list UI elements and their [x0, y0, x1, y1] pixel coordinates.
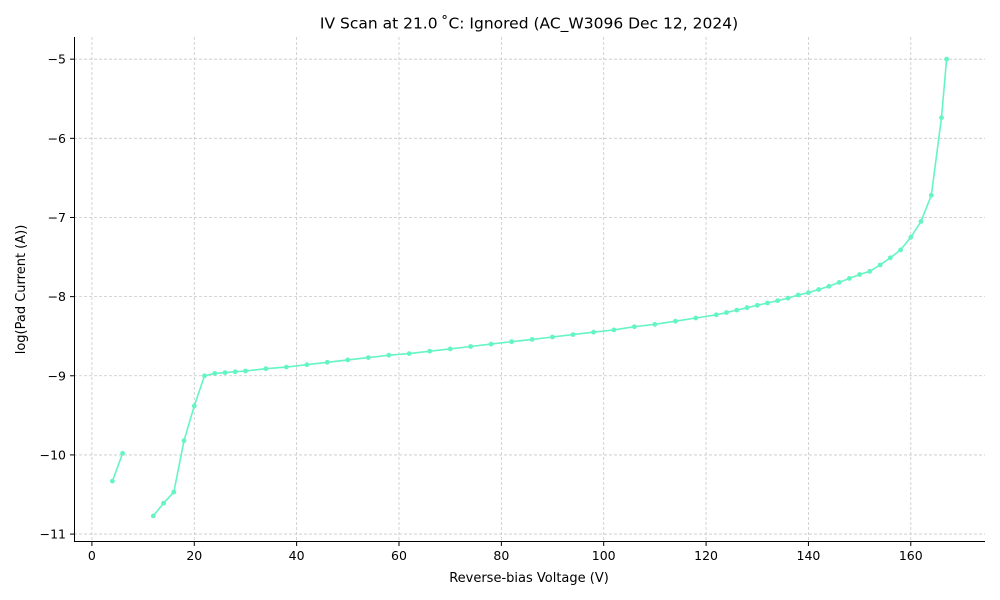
data-point	[365, 355, 371, 360]
y-tick-label: −7	[48, 210, 66, 225]
data-point	[806, 290, 811, 296]
data-point	[898, 247, 903, 253]
x-tick-label: 40	[289, 548, 305, 563]
series-line	[111, 453, 124, 482]
y-tick-label: −9	[48, 368, 66, 383]
x-tick-label: 60	[391, 548, 407, 563]
y-tick-label: −6	[48, 131, 66, 146]
data-point	[724, 310, 729, 315]
data-point	[304, 362, 310, 368]
data-point	[734, 307, 740, 313]
x-tick-label: 20	[186, 548, 202, 563]
data-point	[263, 366, 269, 372]
data-point	[754, 302, 760, 308]
data-point	[826, 283, 832, 289]
data-point	[150, 513, 156, 519]
data-point	[887, 255, 893, 261]
data-point	[181, 438, 187, 444]
x-tick-label: 120	[694, 548, 718, 563]
data-point	[816, 287, 822, 292]
data-point	[212, 371, 218, 376]
data-point	[406, 351, 412, 356]
data-point	[509, 339, 514, 345]
data-point	[591, 329, 596, 335]
x-tick-label: 0	[88, 548, 96, 563]
data-point	[345, 357, 351, 363]
data-point	[232, 369, 238, 375]
data-point	[468, 344, 473, 349]
data-point	[202, 373, 207, 379]
data-point	[550, 334, 555, 340]
chart-title: IV Scan at 21.0 ˚C: Ignored (AC_W3096 De…	[320, 15, 738, 34]
data-point	[171, 489, 177, 495]
data-point	[120, 450, 125, 456]
x-tick-label: 160	[899, 548, 923, 563]
data-point	[110, 478, 115, 484]
x-tick-label: 100	[592, 548, 616, 563]
y-axis-ticks: −11 −10 −9 −8 −7 −6 −5	[40, 52, 74, 542]
x-axis-ticks: 0 20 40 60 80 100 120 140 160	[88, 542, 923, 563]
data-point	[652, 321, 658, 327]
data-point	[632, 324, 637, 330]
x-tick-label: 140	[797, 548, 821, 563]
data-point	[427, 348, 433, 354]
data-point	[918, 219, 924, 224]
data-point	[775, 298, 781, 303]
data-point	[324, 359, 330, 365]
data-point	[693, 315, 699, 321]
y-tick-label: −8	[48, 289, 66, 304]
y-tick-label: −10	[40, 447, 66, 462]
data-point	[944, 56, 949, 62]
grid-lines	[74, 37, 985, 542]
data-point	[529, 337, 535, 342]
data-point	[488, 341, 494, 347]
data-point	[877, 262, 883, 268]
axes	[74, 37, 985, 542]
data-point	[284, 364, 289, 370]
data-point	[765, 300, 770, 306]
data-point	[795, 292, 801, 298]
data-point	[570, 332, 576, 337]
data-point	[744, 305, 750, 311]
data-point	[611, 327, 617, 333]
x-tick-label: 80	[493, 548, 509, 563]
data-point	[191, 403, 197, 409]
y-axis-label: log(Pad Current (A))	[14, 225, 29, 355]
data-point	[713, 312, 719, 318]
data-point	[447, 346, 453, 352]
data-series	[110, 56, 949, 519]
data-point	[928, 192, 934, 198]
data-point	[847, 276, 852, 281]
data-point	[161, 500, 167, 506]
data-point	[857, 272, 862, 277]
data-point	[243, 368, 248, 374]
x-axis-label: Reverse-bias Voltage (V)	[449, 571, 609, 586]
data-point	[222, 370, 228, 375]
data-point	[785, 295, 791, 301]
data-point	[939, 115, 944, 121]
data-point	[386, 352, 392, 358]
data-point	[908, 234, 914, 240]
data-point	[836, 280, 842, 285]
y-tick-label: −11	[40, 527, 66, 542]
data-point	[867, 268, 873, 274]
data-point	[673, 318, 678, 324]
y-tick-label: −5	[48, 52, 66, 67]
